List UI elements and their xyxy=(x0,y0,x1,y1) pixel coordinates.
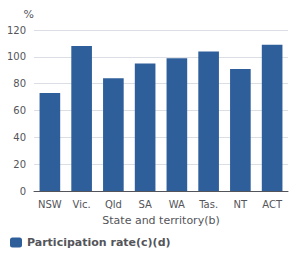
svg-text:Qld: Qld xyxy=(105,199,122,210)
svg-text:WA: WA xyxy=(169,199,185,210)
svg-text:%: % xyxy=(24,8,34,21)
svg-text:40: 40 xyxy=(13,132,26,143)
svg-text:60: 60 xyxy=(13,105,26,116)
svg-text:NT: NT xyxy=(234,199,248,210)
svg-text:Vic.: Vic. xyxy=(73,199,91,210)
svg-text:NSW: NSW xyxy=(38,199,62,210)
svg-text:State and territory(b): State and territory(b) xyxy=(102,214,219,227)
svg-text:20: 20 xyxy=(13,159,26,170)
svg-text:0: 0 xyxy=(20,186,26,197)
svg-text:SA: SA xyxy=(138,199,152,210)
svg-text:80: 80 xyxy=(13,78,26,89)
svg-text:Tas.: Tas. xyxy=(198,199,218,210)
svg-text:Participation rate(c)(d): Participation rate(c)(d) xyxy=(27,236,171,249)
svg-text:120: 120 xyxy=(7,25,26,36)
svg-text:ACT: ACT xyxy=(262,199,283,210)
svg-text:100: 100 xyxy=(7,51,26,62)
